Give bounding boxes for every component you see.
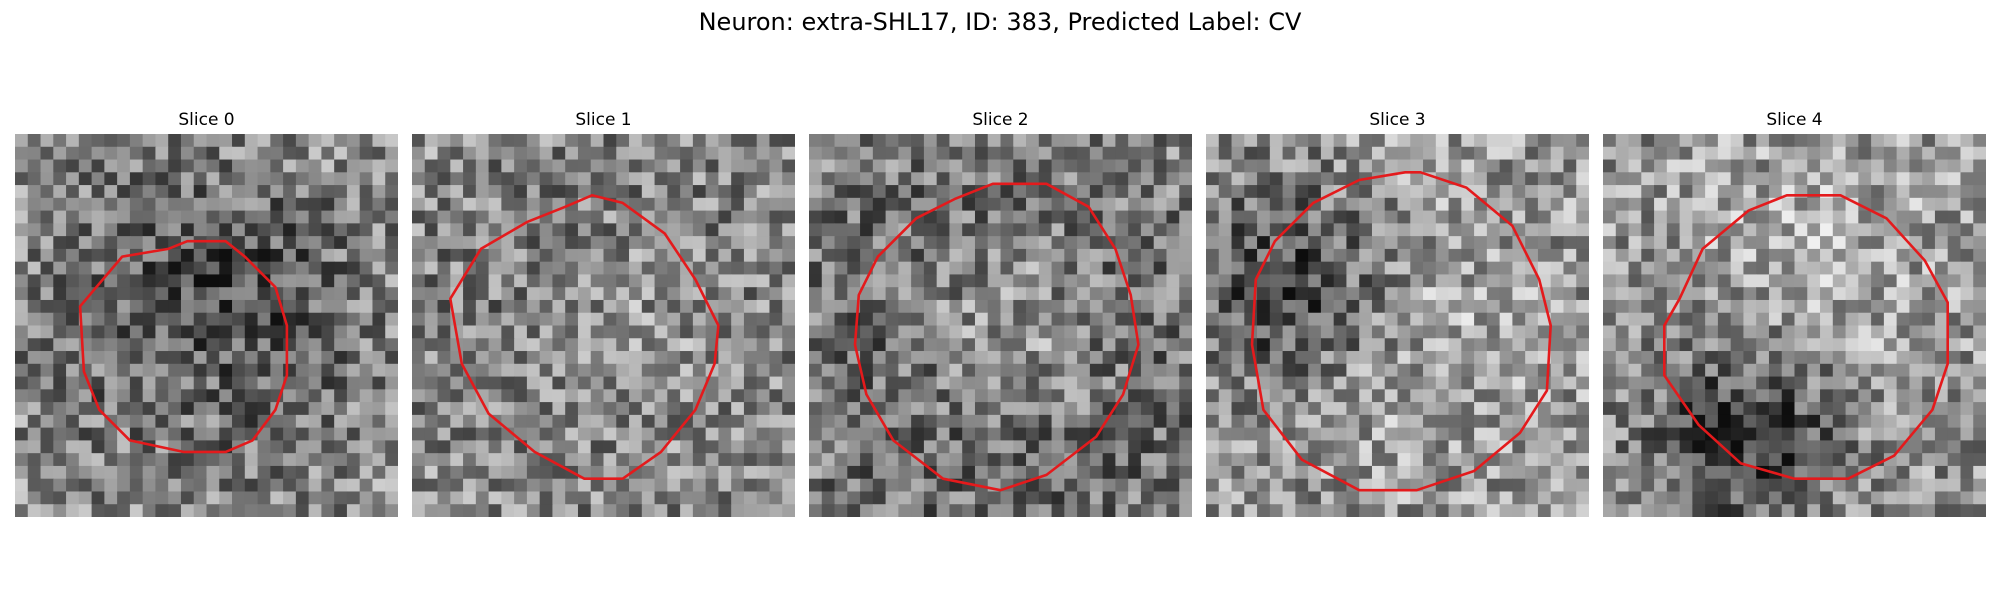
roi-contour xyxy=(1250,170,1553,492)
slice-image xyxy=(412,134,795,517)
pixel-grid xyxy=(15,134,398,517)
pixel-grid xyxy=(809,134,1192,517)
pixel-grid xyxy=(1206,134,1589,517)
slice-panel-4: Slice 4 xyxy=(1603,110,1986,517)
figure-title: Neuron: extra-SHL17, ID: 383, Predicted … xyxy=(698,8,1302,36)
slice-title: Slice 1 xyxy=(575,110,632,130)
slice-image xyxy=(1206,134,1589,517)
roi-contour xyxy=(1662,193,1950,481)
slice-image xyxy=(15,134,398,517)
slice-image xyxy=(809,134,1192,517)
slice-image xyxy=(1603,134,1986,517)
slice-panel-0: Slice 0 xyxy=(15,110,398,517)
pixel-grid xyxy=(412,134,795,517)
slice-title: Slice 4 xyxy=(1766,110,1823,130)
pixel-grid xyxy=(1603,134,1986,517)
slice-panel-3: Slice 3 xyxy=(1206,110,1589,517)
slice-title: Slice 2 xyxy=(972,110,1029,130)
slice-panel-1: Slice 1 xyxy=(412,110,795,517)
slice-title: Slice 0 xyxy=(178,110,235,130)
roi-contour xyxy=(78,239,289,454)
slice-panel-2: Slice 2 xyxy=(809,110,1192,517)
roi-contour xyxy=(853,182,1140,492)
slice-title: Slice 3 xyxy=(1369,110,1426,130)
roi-contour xyxy=(448,193,720,481)
